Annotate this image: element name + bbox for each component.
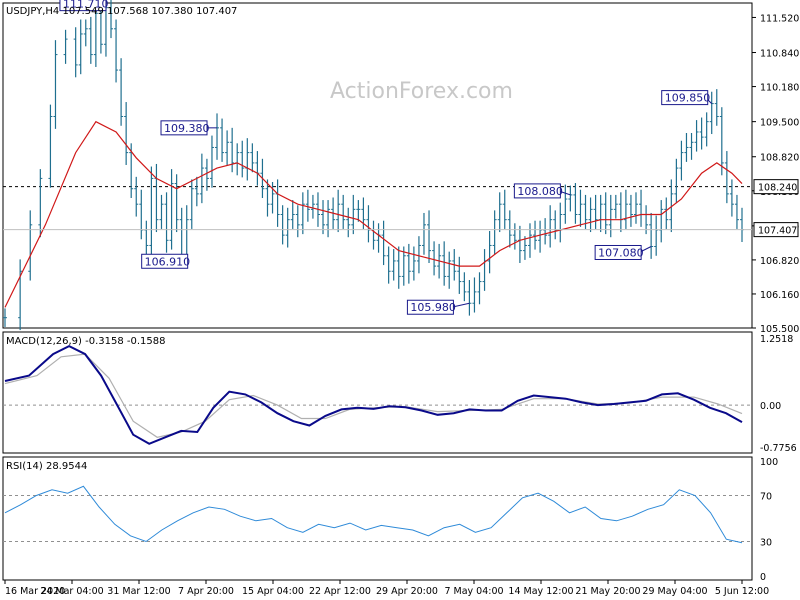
rsi-line [4,485,743,544]
x-tick-label: 7 Apr 20:00 [178,586,234,597]
x-tick-label: 24 Mar 04:00 [40,586,103,597]
x-tick-label: 22 Apr 12:00 [309,586,371,597]
x-tick-label: 31 Mar 12:00 [107,586,170,597]
annotation-label: 106.910 [145,255,191,268]
annotation-label: 107.080 [598,246,644,259]
price-y-tick-label: 108.820 [760,153,799,164]
moving-average-line [4,120,743,308]
x-tick-label: 21 May 20:00 [575,586,640,597]
price-header: USDJPY,H4 107.549 107.568 107.380 107.40… [6,6,237,17]
last-price-box [753,222,799,238]
macd-signal-line [4,353,743,438]
macd-y-tick-label: -0.7756 [760,443,797,454]
annotation-box [594,244,642,260]
price-panel-frame [2,2,753,329]
annotation-box [406,299,454,315]
rsi-header: RSI(14) 28.9544 [6,461,87,472]
annotation-box [141,253,189,269]
annotation-box [513,183,561,199]
annotation-label: 105.980 [410,301,456,314]
price-y-tick-label: 106.820 [760,256,799,267]
annotation-label: 109.850 [665,92,711,105]
price-y-tick-label: 105.500 [760,324,799,335]
hline-label: 108.240 [758,183,797,194]
macd-header: MACD(12,26,9) -0.3158 -0.1588 [6,336,166,347]
annotation-label: 108.080 [517,185,563,198]
annotation-label: 109.380 [164,122,210,135]
price-y-tick-label: 106.160 [760,290,799,301]
macd-panel-frame [2,331,753,454]
macd-line [4,344,743,445]
x-tick-label: 16 Mar 2020 [5,586,65,597]
x-tick-label: 29 Apr 20:00 [376,586,438,597]
price-y-tick-label: 111.520 [760,13,799,24]
rsi-y-tick-label: 100 [760,457,778,468]
annotation-label: 111.710 [63,0,109,11]
x-tick-label: 7 May 04:00 [444,586,503,597]
last-price-label: 107.407 [758,226,797,237]
annotation-box [59,0,107,12]
price-y-tick-label: 109.500 [760,118,799,129]
x-tick-label: 5 Jun 12:00 [715,586,769,597]
rsi-y-tick-label: 0 [760,572,766,583]
x-tick-label: 15 Apr 04:00 [242,586,304,597]
rsi-y-tick-label: 70 [760,492,772,503]
price-y-tick-label: 110.840 [760,49,799,60]
price-y-tick-label: 110.180 [760,83,799,94]
rsi-y-tick-label: 30 [760,538,772,549]
annotation-box [661,90,709,106]
hline-label-box [753,179,799,195]
macd-y-tick-label: 0.00 [760,401,781,412]
annotation-box [160,120,208,136]
macd-y-tick-label: 1.2518 [760,334,793,345]
watermark: ActionForex.com [330,79,513,104]
x-tick-label: 29 May 04:00 [642,586,707,597]
annotation-leader [451,302,470,308]
x-tick-label: 14 May 12:00 [508,586,573,597]
rsi-panel-frame [2,456,753,581]
